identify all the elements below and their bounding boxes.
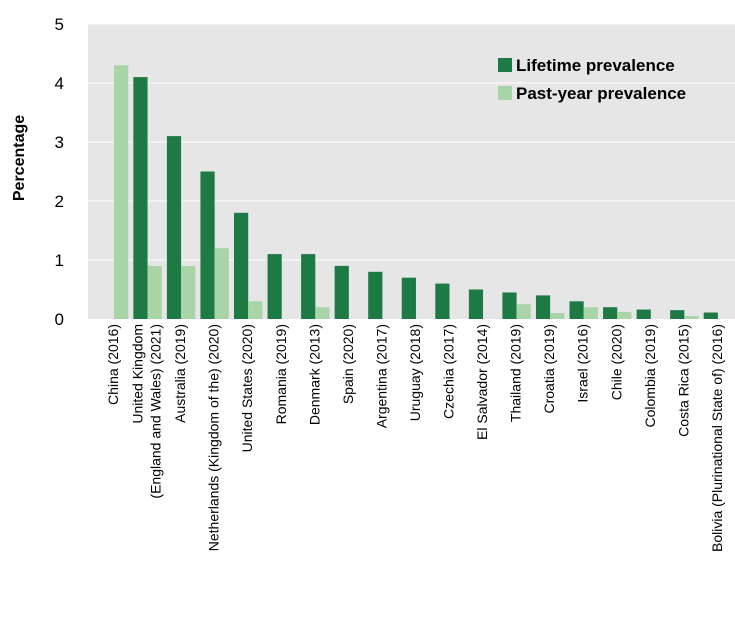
- bar-past-year: [315, 307, 330, 319]
- gridlines: [88, 23, 735, 261]
- y-tick-label: 1: [55, 251, 64, 270]
- bar-lifetime: [133, 77, 148, 319]
- y-tick-label: 5: [55, 15, 64, 34]
- y-tick-label: 3: [55, 133, 64, 152]
- x-category-label: China (2016): [105, 324, 121, 405]
- bar-lifetime: [368, 271, 383, 319]
- y-axis-ticks: 0 1 2 3 4 5: [55, 15, 64, 329]
- x-category-label: Spain (2020): [340, 324, 356, 404]
- bar-lifetime: [636, 309, 651, 319]
- x-category-label: Thailand (2019): [508, 324, 524, 422]
- legend-label-past-year: Past-year prevalence: [516, 84, 686, 103]
- x-category-label: Denmark (2013): [306, 324, 322, 425]
- bar-lifetime: [670, 310, 685, 319]
- x-category-label: Netherlands (Kingdom of the) (2020): [206, 324, 222, 551]
- bar-lifetime: [401, 277, 416, 319]
- legend-label-lifetime: Lifetime prevalence: [516, 56, 675, 75]
- bars: [114, 65, 718, 319]
- x-category-label: Australia (2019): [172, 324, 188, 423]
- bar-past-year: [550, 313, 565, 319]
- x-category-label: United Kingdom: [130, 324, 146, 424]
- bar-past-year: [147, 265, 162, 319]
- bar-past-year: [248, 301, 263, 319]
- x-category-label: Chile (2020): [608, 324, 624, 400]
- x-category-label: United States (2020): [239, 324, 255, 452]
- bar-past-year: [516, 304, 531, 319]
- x-category-label: Uruguay (2018): [407, 324, 423, 421]
- x-category-label: Croatia (2019): [541, 324, 557, 414]
- y-tick-label: 4: [55, 74, 64, 93]
- bar-lifetime: [200, 171, 215, 319]
- bar-past-year: [214, 248, 229, 319]
- bar-lifetime: [603, 307, 618, 319]
- x-axis-categories: China (2016) United Kingdom (England and W…: [105, 324, 725, 552]
- x-category-label: Romania (2019): [273, 324, 289, 424]
- x-category-label: Czechia (2017): [441, 324, 457, 419]
- legend-swatch-past-year: [498, 86, 512, 100]
- bar-lifetime: [502, 292, 517, 319]
- bar-past-year: [684, 316, 699, 319]
- bar-lifetime: [234, 212, 249, 319]
- x-category-label: Colombia (2019): [642, 324, 658, 428]
- bar-lifetime: [301, 254, 316, 319]
- bar-lifetime: [703, 312, 718, 319]
- y-tick-label: 2: [55, 192, 64, 211]
- bar-past-year: [617, 311, 632, 319]
- y-tick-label: 0: [55, 310, 64, 329]
- bar-lifetime: [267, 254, 282, 319]
- legend: Lifetime prevalence Past-year prevalence: [498, 56, 686, 103]
- x-category-label: (England and Wales) (2021): [148, 324, 164, 499]
- bar-past-year: [114, 65, 129, 319]
- x-category-label: El Salvador (2014): [474, 324, 490, 440]
- y-axis-label: Percentage: [11, 115, 28, 201]
- x-category-label: Argentina (2017): [373, 324, 389, 428]
- x-category-label: Israel (2016): [575, 324, 591, 403]
- bar-past-year: [583, 307, 598, 319]
- bar-lifetime: [435, 283, 450, 319]
- x-category-label: Bolivia (Plurinational State of) (2016): [709, 324, 725, 552]
- plot-area: [88, 24, 735, 319]
- bar-past-year: [181, 265, 196, 319]
- bar-lifetime: [468, 289, 484, 319]
- bar-lifetime: [569, 301, 584, 319]
- bar-lifetime: [166, 136, 182, 319]
- bar-lifetime: [535, 295, 551, 319]
- legend-swatch-lifetime: [498, 58, 512, 72]
- x-category-label: Costa Rica (2015): [675, 324, 691, 437]
- bar-lifetime: [334, 265, 349, 319]
